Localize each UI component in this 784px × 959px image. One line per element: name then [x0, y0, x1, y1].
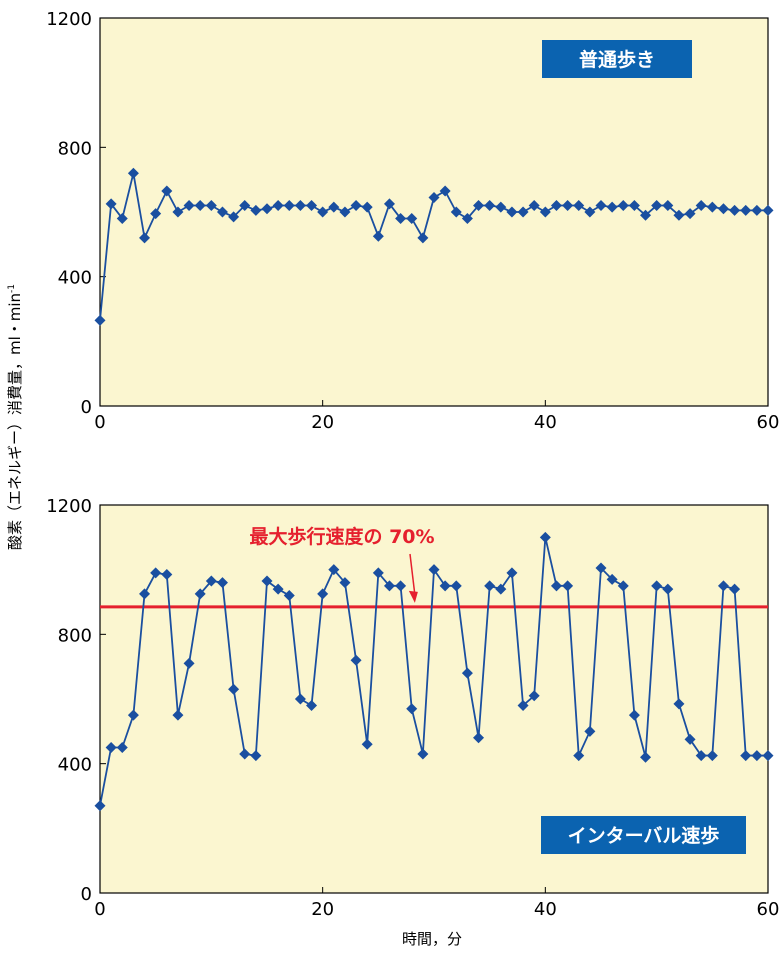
x-axis-label: 時間，分: [402, 930, 462, 948]
legend-label: 普通歩き: [579, 48, 655, 71]
y-tick-label: 0: [81, 397, 92, 418]
y-tick-label: 800: [58, 625, 92, 646]
x-tick-label: 40: [534, 412, 557, 433]
y-tick-label: 1200: [46, 9, 92, 30]
x-tick-label: 20: [311, 899, 334, 920]
y-tick-label: 1200: [46, 496, 92, 517]
y-tick-label: 0: [81, 884, 92, 905]
x-tick-label: 60: [757, 412, 780, 433]
y-tick-label: 400: [58, 755, 92, 776]
x-tick-label: 0: [94, 412, 105, 433]
y-tick-label: 400: [58, 268, 92, 289]
y-tick-label: 800: [58, 138, 92, 159]
y-axis-label: 酸素（エネルギー）消費量，ml・min-1: [6, 284, 24, 550]
reference-line-label: 最大歩行速度の 70%: [249, 525, 434, 548]
x-tick-label: 40: [534, 899, 557, 920]
x-tick-label: 60: [757, 899, 780, 920]
x-tick-label: 0: [94, 899, 105, 920]
x-tick-label: 20: [311, 412, 334, 433]
chart-panel-normal-walk: 0 400 800 1200 0 20 40 60 普通歩き: [46, 9, 779, 433]
legend-label: インターバル速歩: [568, 824, 720, 847]
chart-panel-interval-walk: 0 400 800 1200 0 20 40 60 最大歩行速度の 70% インターバル速歩: [46, 496, 779, 920]
